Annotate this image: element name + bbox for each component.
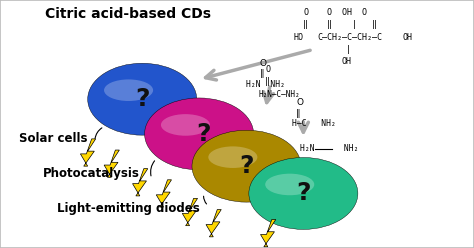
Ellipse shape bbox=[192, 130, 301, 202]
Text: H₂N      NH₂: H₂N NH₂ bbox=[300, 144, 358, 153]
Ellipse shape bbox=[249, 157, 358, 229]
Polygon shape bbox=[104, 150, 119, 177]
Text: H₂N  NH₂: H₂N NH₂ bbox=[246, 80, 284, 89]
Text: Photocatalysis: Photocatalysis bbox=[43, 167, 139, 180]
Ellipse shape bbox=[161, 114, 210, 136]
Text: O: O bbox=[265, 65, 270, 74]
Text: ?: ? bbox=[197, 122, 211, 146]
Text: H—C   NH₂: H—C NH₂ bbox=[292, 120, 336, 128]
Text: H₂N—C—NH₂: H₂N—C—NH₂ bbox=[258, 90, 300, 99]
Polygon shape bbox=[261, 219, 276, 247]
Polygon shape bbox=[182, 198, 198, 226]
Text: OH: OH bbox=[341, 58, 351, 66]
Ellipse shape bbox=[88, 63, 197, 135]
Text: ‖: ‖ bbox=[265, 77, 270, 86]
Text: OH: OH bbox=[403, 33, 413, 42]
Polygon shape bbox=[156, 180, 172, 207]
Text: ‖    |   ‖: ‖ | ‖ bbox=[327, 20, 377, 29]
Text: HO: HO bbox=[294, 33, 304, 42]
Text: ?: ? bbox=[135, 87, 149, 111]
Text: O  OH  O: O OH O bbox=[327, 8, 367, 17]
Ellipse shape bbox=[208, 146, 257, 168]
Polygon shape bbox=[81, 139, 96, 166]
Text: ?: ? bbox=[239, 154, 254, 178]
Polygon shape bbox=[206, 210, 221, 237]
Text: ‖: ‖ bbox=[303, 20, 309, 29]
Text: Citric acid-based CDs: Citric acid-based CDs bbox=[45, 7, 211, 21]
Text: ?: ? bbox=[296, 182, 310, 205]
Text: ‖: ‖ bbox=[260, 69, 264, 78]
Text: Light-emitting diodes: Light-emitting diodes bbox=[57, 202, 200, 215]
Text: ‖: ‖ bbox=[296, 109, 301, 118]
Text: O: O bbox=[260, 59, 267, 68]
Text: |: | bbox=[346, 45, 351, 54]
Text: C—CH₂—C—CH₂—C: C—CH₂—C—CH₂—C bbox=[318, 33, 383, 42]
Text: O: O bbox=[296, 98, 303, 107]
Polygon shape bbox=[133, 169, 148, 196]
Ellipse shape bbox=[145, 98, 254, 170]
Ellipse shape bbox=[104, 79, 153, 101]
Ellipse shape bbox=[265, 174, 314, 195]
Text: O: O bbox=[303, 8, 309, 17]
Text: Solar cells: Solar cells bbox=[19, 132, 88, 145]
